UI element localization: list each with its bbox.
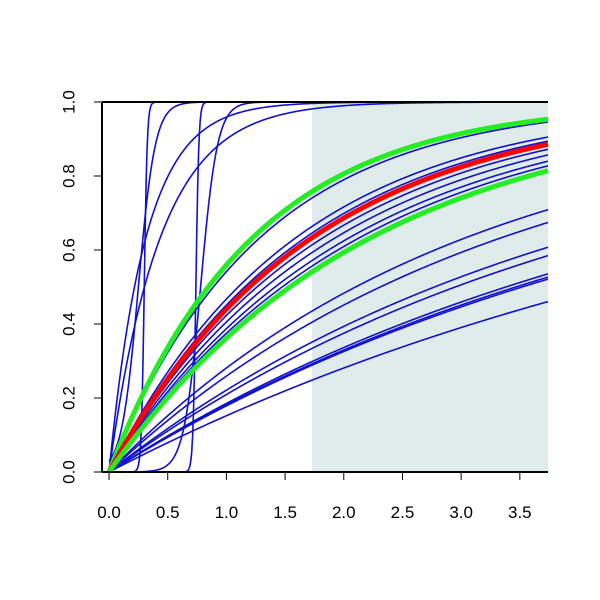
y-tick-label: 1.0: [60, 90, 79, 114]
x-tick-label: 3.0: [449, 503, 473, 522]
x-tick-label: 3.5: [508, 503, 532, 522]
y-tick-label: 0.4: [60, 312, 79, 336]
x-tick-label: 2.5: [391, 503, 415, 522]
series-line-18-blue: [108, 221, 549, 473]
x-tick-label: 0.0: [97, 503, 121, 522]
series-line-14-blue: [108, 154, 549, 473]
series-layer: [106, 101, 550, 474]
series-line-21-blue: [108, 273, 549, 473]
y-tick-label: 0.2: [60, 386, 79, 410]
x-tick-label: 2.0: [332, 503, 356, 522]
series-line-9-green: [106, 168, 550, 474]
x-tick-label: 0.5: [156, 503, 180, 522]
series-line-13-blue: [108, 148, 549, 473]
axis-layer: 0.0 0.2 0.4 0.6 0.8 1.0 0.0 0.5 1.0 1.5 2.0 2.5 3.0 3…: [60, 90, 548, 522]
series-line-15-blue: [108, 160, 549, 473]
x-tick-label: 1.5: [273, 503, 297, 522]
series-line-24-blue: [108, 300, 549, 473]
y-tick-label: 0.8: [60, 164, 79, 188]
series-line-20-blue: [108, 254, 549, 473]
series-line-17-blue: [108, 208, 549, 473]
series-line-19-blue: [108, 246, 549, 473]
y-tick-label: 0.6: [60, 238, 79, 262]
series-line-10-blue: [108, 121, 549, 473]
y-tick-label: 0.0: [60, 460, 79, 484]
series-line-8-red: [106, 141, 550, 474]
series-line-11-blue: [108, 136, 549, 473]
shaded-region-layer: [312, 102, 548, 472]
series-line-7-green: [106, 116, 550, 473]
shaded-region: [312, 102, 548, 472]
x-tick-label: 1.0: [215, 503, 239, 522]
series-line-23-blue: [108, 278, 549, 473]
